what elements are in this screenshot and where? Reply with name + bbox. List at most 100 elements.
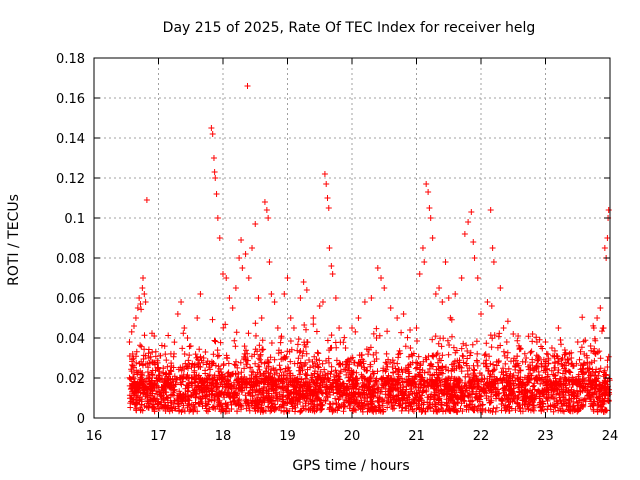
data-point [555, 325, 562, 331]
data-point [419, 245, 426, 251]
data-point [374, 265, 381, 271]
x-tick-label: 20 [344, 429, 361, 444]
x-tick-label: 16 [86, 429, 103, 444]
data-point [381, 285, 388, 291]
data-point [244, 83, 251, 89]
y-tick-label: 0.02 [56, 372, 85, 387]
data-point [316, 303, 323, 309]
data-point [208, 125, 215, 131]
data-point [297, 295, 304, 301]
grid-lines [94, 58, 610, 418]
data-point [461, 231, 468, 237]
axis-ticks: 0 0.02 0.04 0.06 0.08 0.1 0.12 0.14 0.16 0.18 16 17… [56, 52, 618, 444]
data-point [529, 331, 536, 337]
data-point [548, 345, 555, 351]
dense-background-points [126, 303, 613, 415]
data-point [490, 259, 497, 265]
data-point [400, 311, 407, 317]
data-point [210, 155, 217, 161]
data-point [139, 285, 146, 291]
data-point [378, 275, 385, 281]
data-point [487, 207, 494, 213]
data-point [258, 315, 265, 321]
data-point [604, 235, 611, 241]
data-point [321, 171, 328, 177]
data-point [130, 323, 137, 329]
data-point [468, 209, 475, 215]
data-point [178, 299, 185, 305]
data-point [323, 181, 330, 187]
y-tick-label: 0 [77, 412, 85, 427]
data-point [184, 335, 191, 341]
data-point [310, 315, 317, 321]
y-tick-label: 0.14 [56, 132, 85, 147]
data-point [134, 305, 141, 311]
y-tick-label: 0.08 [56, 252, 85, 267]
data-point [361, 299, 368, 305]
data-point [478, 311, 484, 317]
data-point [605, 207, 612, 213]
y-tick-label: 0.06 [56, 292, 85, 307]
data-point [209, 131, 216, 137]
data-point [423, 181, 430, 187]
x-tick-label: 23 [537, 429, 554, 444]
x-tick-label: 21 [408, 429, 425, 444]
data-point [425, 189, 432, 195]
x-tick-label: 19 [279, 429, 296, 444]
data-point [213, 191, 220, 197]
data-point [232, 285, 239, 291]
data-point [597, 305, 604, 311]
data-point [226, 295, 233, 301]
y-tick-label: 0.12 [56, 172, 85, 187]
x-tick-label: 18 [215, 429, 232, 444]
data-point [238, 237, 245, 243]
data-point [141, 291, 148, 297]
data-point [407, 327, 414, 333]
data-point [355, 315, 362, 321]
chart-title: Day 215 of 2025, Rate Of TEC Index for r… [163, 20, 536, 36]
data-point [421, 259, 428, 265]
data-point [211, 169, 218, 175]
data-point [223, 275, 230, 281]
data-point [274, 325, 281, 331]
data-point [242, 251, 249, 257]
data-point [328, 263, 335, 269]
data-point [542, 339, 549, 345]
data-point [329, 271, 336, 277]
data-point [429, 235, 436, 241]
data-point [281, 291, 288, 297]
data-point [471, 255, 478, 261]
data-point [436, 285, 443, 291]
data-point [394, 315, 401, 321]
x-tick-label: 22 [473, 429, 490, 444]
data-point [474, 275, 481, 281]
data-point [427, 215, 434, 221]
data-point [271, 299, 278, 305]
data-point [568, 355, 575, 361]
y-tick-label: 0.1 [64, 212, 85, 227]
data-point [212, 175, 219, 181]
data-point [413, 325, 420, 331]
data-point [300, 279, 307, 285]
data-point [255, 295, 262, 301]
data-point [197, 291, 204, 297]
data-point [332, 295, 339, 301]
data-point [594, 315, 601, 321]
data-point [601, 245, 608, 251]
data-point [452, 291, 459, 297]
data-point [126, 339, 133, 345]
data-point [181, 325, 188, 331]
data-point [445, 295, 452, 301]
data-point [319, 299, 326, 305]
data-point [239, 265, 246, 271]
data-point [426, 205, 433, 211]
data-point [510, 331, 517, 337]
data-point [249, 245, 256, 251]
data-point [465, 219, 472, 225]
data-point [523, 355, 530, 361]
data-point [216, 235, 223, 241]
y-tick-label: 0.16 [56, 92, 85, 107]
data-point [574, 339, 581, 345]
data-point [268, 291, 275, 297]
